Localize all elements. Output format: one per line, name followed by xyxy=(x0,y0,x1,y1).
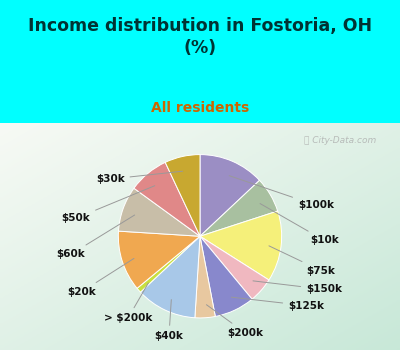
Text: $60k: $60k xyxy=(56,215,135,259)
Wedge shape xyxy=(200,236,252,316)
Wedge shape xyxy=(200,180,278,236)
Wedge shape xyxy=(200,236,269,299)
Text: $10k: $10k xyxy=(260,204,338,245)
Wedge shape xyxy=(140,236,200,318)
Wedge shape xyxy=(134,162,200,236)
Wedge shape xyxy=(195,236,215,318)
Wedge shape xyxy=(165,155,200,236)
Text: $150k: $150k xyxy=(253,281,342,294)
Text: $40k: $40k xyxy=(154,300,184,341)
Text: > $200k: > $200k xyxy=(104,283,152,323)
Wedge shape xyxy=(118,231,200,288)
Text: $30k: $30k xyxy=(96,171,183,184)
Text: $20k: $20k xyxy=(67,258,134,297)
Text: $50k: $50k xyxy=(62,186,155,223)
Wedge shape xyxy=(200,211,282,280)
Text: $125k: $125k xyxy=(231,297,324,311)
Text: Income distribution in Fostoria, OH
(%): Income distribution in Fostoria, OH (%) xyxy=(28,17,372,57)
Wedge shape xyxy=(118,188,200,236)
Text: All residents: All residents xyxy=(151,101,249,115)
Text: $100k: $100k xyxy=(229,176,334,210)
Text: ⓘ City-Data.com: ⓘ City-Data.com xyxy=(304,136,376,145)
Wedge shape xyxy=(200,155,260,236)
Text: $75k: $75k xyxy=(269,246,335,275)
Wedge shape xyxy=(137,236,200,292)
Text: $200k: $200k xyxy=(206,305,263,338)
